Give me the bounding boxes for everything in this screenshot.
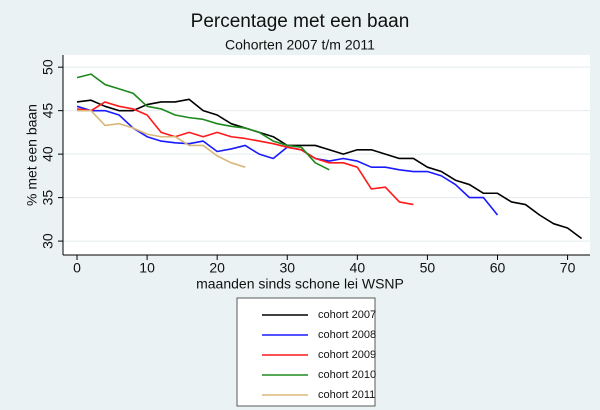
- x-tick-label: 10: [139, 260, 155, 276]
- legend-label: cohort 2009: [318, 349, 376, 361]
- data-line: [76, 98, 583, 240]
- y-tick-label: 35: [40, 190, 56, 206]
- y-tick-label: 30: [40, 233, 56, 249]
- x-tick-label: 0: [73, 260, 81, 276]
- x-tick-label: 60: [490, 260, 506, 276]
- x-tick-label: 50: [420, 260, 436, 276]
- legend-box: [236, 297, 376, 407]
- x-axis-label: maanden sinds schone lei WSNP: [196, 276, 404, 292]
- legend-label: cohort 2007: [318, 309, 376, 321]
- data-line: [77, 109, 246, 168]
- legend-label: cohort 2010: [318, 369, 376, 381]
- data-line: [76, 73, 330, 171]
- chart-subtitle: Cohorten 2007 t/m 2011: [225, 37, 375, 53]
- x-tick-label: 30: [279, 260, 295, 276]
- y-tick-label: 50: [40, 59, 56, 75]
- legend-label: cohort 2008: [318, 329, 376, 341]
- chart-title: Percentage met een baan: [191, 11, 410, 32]
- y-axis-label: % met een baan: [24, 104, 40, 206]
- y-tick-label: 40: [40, 146, 56, 162]
- x-tick-label: 40: [350, 260, 366, 276]
- y-tick-label: 45: [40, 103, 56, 119]
- legend-label: cohort 2011: [318, 389, 375, 401]
- x-tick-label: 70: [560, 260, 576, 276]
- data-line: [76, 101, 414, 206]
- x-tick-label: 20: [209, 260, 225, 276]
- plot-area: [63, 55, 590, 255]
